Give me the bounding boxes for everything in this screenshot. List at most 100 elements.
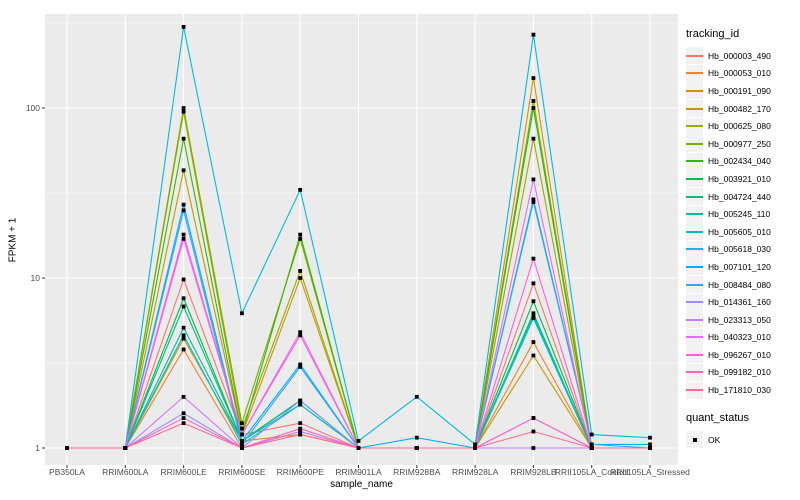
data-point [181,106,186,110]
y-tick-label: 1 [35,443,40,453]
legend-entry: Hb_005618_030 [686,240,798,259]
legend-key-ok [686,431,703,449]
legend-key [686,363,703,381]
legend-key [686,258,703,276]
legend-key-line-icon [686,283,703,286]
legend-entry-label: Hb_004724_440 [708,191,771,202]
data-point [531,136,536,141]
legend-key [686,276,703,294]
legend-entry: Hb_000003_490 [686,47,798,65]
x-tick-label: RRIM928LA [452,467,499,477]
legend-entry: Hb_002434_040 [686,152,798,171]
legend-key-line-icon [686,177,703,180]
data-point [531,99,536,103]
legend-entry: Hb_000977_250 [686,135,798,153]
data-point [531,106,536,110]
x-axis-title: sample_name [330,479,393,490]
legend-key-line-icon [686,389,703,392]
legend-key [686,240,703,258]
legend-key-line-icon [686,371,703,374]
data-point [181,347,186,352]
data-point [240,439,244,443]
legend-key-line-icon [686,72,703,75]
legend-key-line-icon [686,142,703,145]
y-axis-title: FPKM + 1 [7,217,19,263]
data-point [356,446,361,450]
data-point [298,402,303,407]
data-point [181,24,186,29]
x-tick-label: RRIM600SE [218,467,266,477]
legend-entry: Hb_171810_030 [686,381,798,399]
data-point [298,426,303,431]
legend-key [686,381,703,399]
legend-key [686,100,703,118]
legend-entry: Hb_003921_010 [686,170,798,188]
legend-entry-label: Hb_000977_250 [708,138,771,149]
data-point [181,333,186,338]
legend-key [686,117,703,135]
legend-key-line-icon [686,248,703,251]
legend-entry-label: OK [708,434,721,445]
panel-background [45,14,678,465]
x-tick-label: RRII105LA_Stressed [610,467,690,477]
data-point [531,76,536,80]
legend-entry-label: Hb_096267_010 [708,349,771,360]
legend-entry-label: Hb_008484_080 [708,279,771,290]
legend-entry-label: Hb_023313_050 [708,314,771,325]
legend-entry: Hb_004724_440 [686,188,798,206]
data-point [181,232,186,237]
data-point [531,313,536,318]
legend-entry-label: Hb_005245_110 [708,209,771,220]
legend-entry-label: Hb_000482_170 [708,103,771,114]
data-point [123,446,128,450]
legend-entry: Hb_099182_010 [686,363,798,382]
legend-entry: Hb_023313_050 [686,311,798,329]
legend-entry-label: Hb_007101_120 [708,261,771,272]
data-point [298,269,303,273]
data-point [589,446,594,450]
legend-entry: Hb_000191_090 [686,82,798,100]
data-point [414,394,419,399]
legend-key [686,82,703,100]
legend-entry: Hb_007101_120 [686,258,798,276]
data-point [531,416,536,420]
data-point [473,442,477,447]
data-point [414,446,419,450]
legend-entry: Hb_008484_080 [686,276,798,294]
square-point-icon [692,437,697,442]
y-tick-label: 100 [26,103,40,113]
legend-key-line-icon [686,107,703,110]
data-point [181,296,186,301]
data-point [181,168,186,173]
legend-key [686,170,703,188]
data-point [298,330,303,335]
data-point [240,311,244,316]
legend-entry: Hb_040323_010 [686,328,798,347]
data-point [181,394,186,399]
legend-entry-ok: OK [686,431,798,449]
data-point [298,364,303,369]
legend-entry-label: Hb_002434_040 [708,156,771,167]
legend-entry-label: Hb_003921_010 [708,173,771,184]
legend-color-title: tracking_id [686,28,740,40]
legend-key [686,346,703,364]
data-point [181,136,186,141]
legend-entry: Hb_096267_010 [686,346,798,364]
data-point [298,421,303,426]
data-point [181,109,186,114]
legend-key-line-icon [686,265,703,268]
data-point [298,276,303,280]
data-point [648,435,652,440]
data-point [65,446,69,450]
x-tick-label: RRIM901LA [335,467,382,477]
legend-key-line-icon [686,160,703,163]
data-point [240,426,244,431]
data-point [589,442,594,447]
x-tick-label: PB350LA [49,467,85,477]
x-tick-label: RRIM928BA [393,467,441,477]
legend-key-line-icon [686,54,703,57]
legend-entry: Hb_005245_110 [686,205,798,223]
x-tick-label: RRIM600PE [277,467,325,477]
legend-entry-label: Hb_040323_010 [708,332,771,343]
